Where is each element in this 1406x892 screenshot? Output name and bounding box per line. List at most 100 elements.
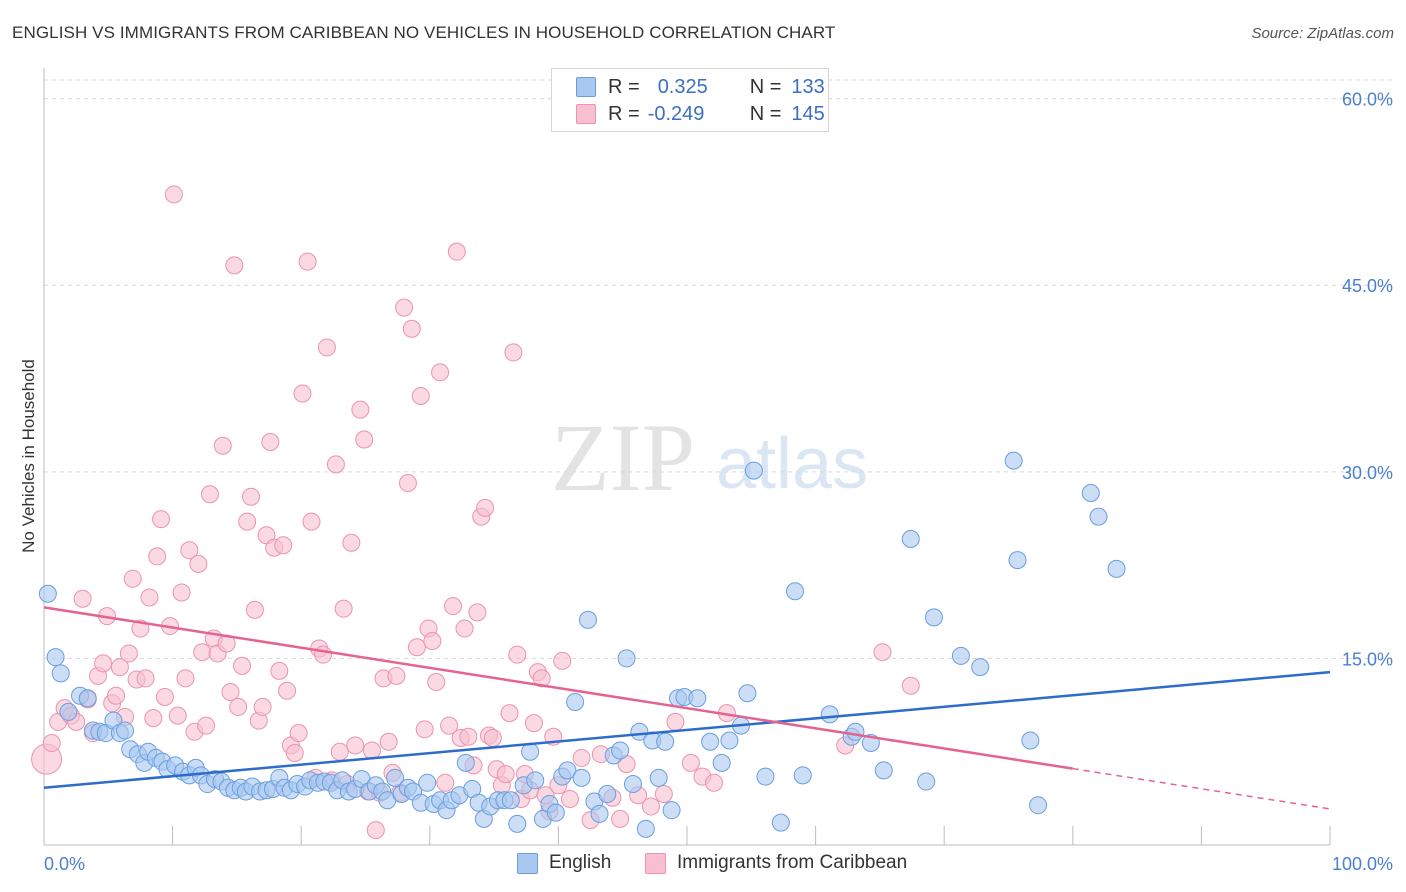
caribbean-point [180, 541, 199, 560]
caribbean-point [532, 669, 551, 688]
caribbean-point [496, 765, 515, 784]
legend-item-english[interactable]: English [517, 852, 611, 874]
english-point [636, 819, 655, 838]
english-point [38, 584, 57, 603]
english-point [590, 804, 609, 823]
caribbean-trend-extension [1072, 767, 1331, 810]
correlation-legend: R = 0.325 N = 133 R = -0.249 N = 145 [551, 68, 829, 132]
english-point [688, 689, 707, 708]
english-point [744, 461, 763, 480]
english-point [1107, 559, 1126, 578]
caribbean-point [476, 498, 495, 517]
caribbean-point [238, 512, 257, 531]
caribbean-point [317, 338, 336, 357]
caribbean-point [666, 712, 685, 731]
y-tick-label: 15.0% [1342, 649, 1393, 669]
caribbean-point [107, 686, 126, 705]
caribbean-point [355, 430, 374, 449]
caribbean-point [398, 474, 417, 493]
english-point [649, 768, 668, 787]
caribbean-point [346, 736, 365, 755]
caribbean-point [468, 603, 487, 622]
legend-swatch-caribbean [645, 852, 666, 874]
caribbean-point [242, 487, 261, 506]
english-point [386, 768, 405, 787]
english-point [917, 772, 936, 791]
english-point [793, 766, 812, 785]
caribbean-point [270, 661, 289, 680]
caribbean-point [611, 809, 630, 828]
english-trend-line [43, 670, 1331, 790]
caribbean-point [213, 436, 232, 455]
english-point [558, 761, 577, 780]
english-point [820, 705, 839, 724]
caribbean-point [705, 773, 724, 792]
legend-label-english: English [549, 852, 612, 873]
caribbean-point [901, 676, 920, 695]
caribbean-point [42, 734, 61, 752]
caribbean-point [641, 797, 660, 816]
english-point [951, 646, 970, 665]
caribbean-point [654, 785, 673, 803]
english-points [38, 451, 1126, 838]
legend-r-label: R = [608, 102, 640, 125]
caribbean-point [330, 742, 349, 761]
caribbean-point [500, 704, 519, 723]
caribbean-point [136, 669, 155, 688]
caribbean-point [443, 597, 462, 616]
caribbean-point [415, 720, 434, 739]
caribbean-point [366, 821, 385, 840]
english-point [78, 689, 97, 708]
series-legend: English Immigrants from Caribbean [0, 852, 1406, 878]
english-point [1029, 796, 1048, 815]
english-point [617, 649, 636, 668]
caribbean-point [402, 319, 421, 338]
caribbean-point [278, 681, 297, 700]
legend-n-label: N = [749, 102, 782, 125]
legend-label-caribbean: Immigrants from Caribbean [677, 852, 908, 873]
english-point [846, 722, 865, 741]
caribbean-points [31, 185, 920, 840]
caribbean-point [326, 455, 345, 474]
english-point [1004, 451, 1023, 470]
caribbean-point [148, 547, 167, 566]
english-point [578, 610, 597, 629]
caribbean-point [193, 643, 212, 662]
caribbean-point [524, 714, 543, 733]
caribbean-point [334, 599, 353, 618]
watermark-atlas: atlas [716, 424, 868, 504]
caribbean-point [73, 589, 92, 608]
caribbean-point [572, 748, 591, 767]
legend-item-caribbean[interactable]: Immigrants from Caribbean [645, 852, 907, 874]
gridlines [44, 79, 1395, 659]
caribbean-trend-line [43, 606, 1073, 770]
caribbean-point [553, 651, 572, 670]
caribbean-point [119, 644, 138, 663]
legend-r-value: -0.249 [647, 102, 705, 125]
english-point [566, 692, 585, 711]
caribbean-point [395, 298, 414, 317]
english-point [720, 731, 739, 750]
caribbean-point [423, 632, 442, 650]
legend-swatch-caribbean [576, 104, 596, 124]
english-point [712, 753, 731, 772]
english-point [546, 803, 565, 822]
caribbean-point [229, 697, 248, 716]
y-tick-label: 45.0% [1342, 276, 1393, 296]
chart-title: ENGLISH VS IMMIGRANTS FROM CARIBBEAN NO … [12, 23, 836, 42]
caribbean-point [459, 727, 478, 746]
caribbean-point [298, 252, 317, 271]
english-point [1089, 507, 1108, 526]
english-point [630, 722, 649, 741]
trend-lines [43, 606, 1331, 810]
english-point [971, 658, 990, 677]
caribbean-point [144, 709, 163, 728]
axes [43, 68, 1331, 846]
legend-n-value: 133 [791, 75, 825, 98]
x-tick-label-min: 0.0% [44, 854, 85, 874]
caribbean-point [411, 386, 430, 405]
caribbean-point [168, 706, 187, 725]
legend-row-english: R = 0.325 N = 133 [576, 75, 825, 99]
caribbean-point [245, 600, 264, 619]
caribbean-point [483, 729, 502, 748]
